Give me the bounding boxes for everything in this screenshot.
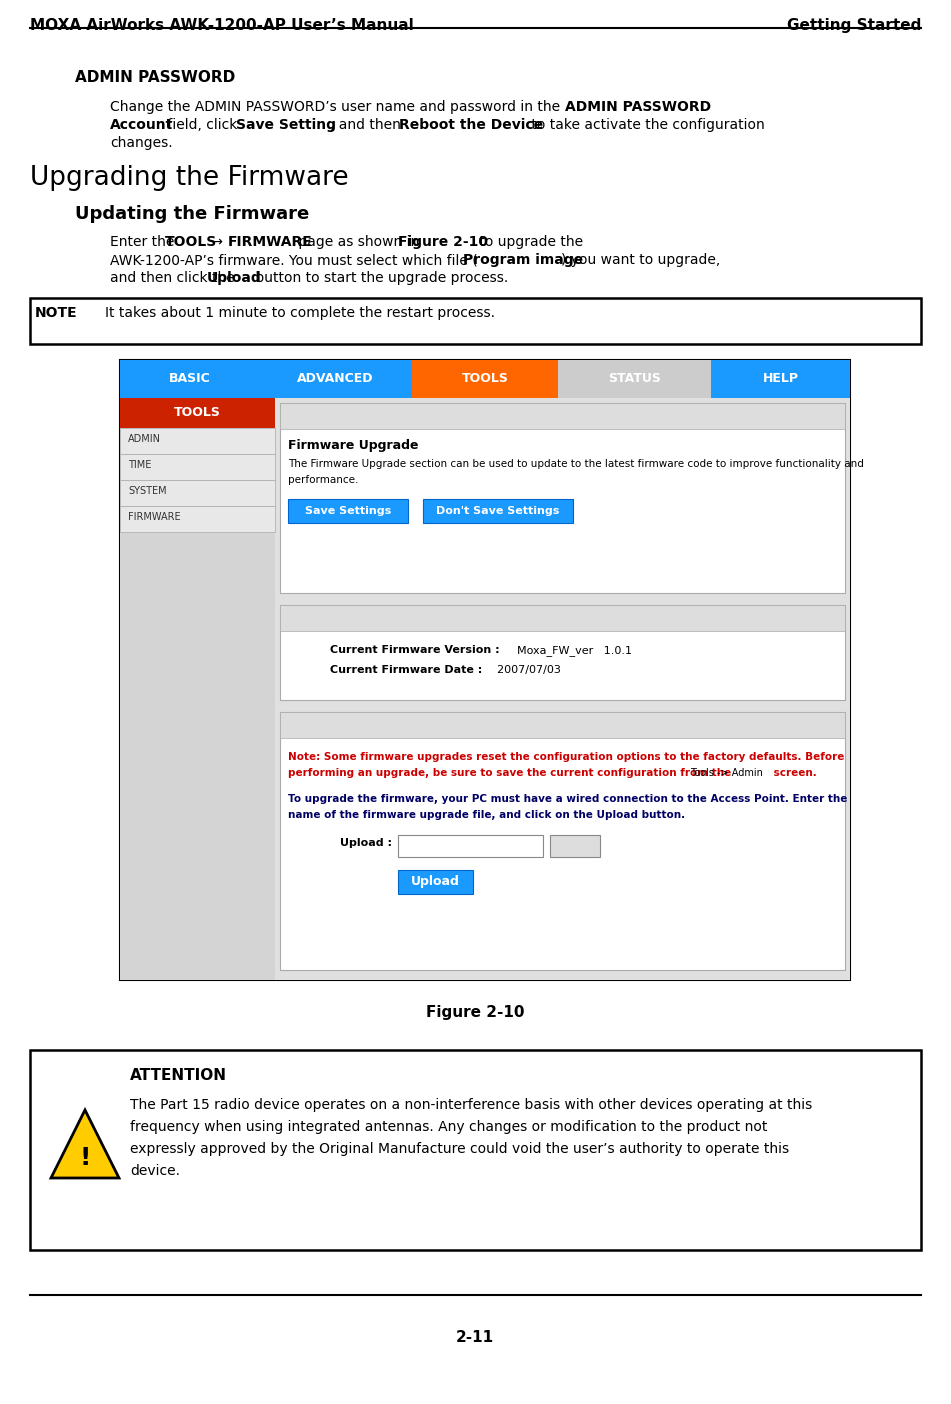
Text: Upload: Upload xyxy=(411,876,459,889)
Text: !: ! xyxy=(79,1146,90,1170)
FancyBboxPatch shape xyxy=(398,835,543,856)
Text: The Part 15 radio device operates on a non-interference basis with other devices: The Part 15 radio device operates on a n… xyxy=(130,1098,812,1112)
Text: Save Setting: Save Setting xyxy=(236,118,336,132)
Text: Current Firmware Date :: Current Firmware Date : xyxy=(330,665,482,675)
Text: name of the firmware upgrade file, and click on the Upload button.: name of the firmware upgrade file, and c… xyxy=(288,810,685,820)
Text: performing an upgrade, be sure to save the current configuration from the: performing an upgrade, be sure to save t… xyxy=(288,768,735,778)
Text: and then click the: and then click the xyxy=(110,271,239,285)
Text: Figure 2-10: Figure 2-10 xyxy=(398,234,488,249)
Text: Updating the Firmware: Updating the Firmware xyxy=(75,205,309,223)
Text: screen.: screen. xyxy=(770,768,817,778)
Polygon shape xyxy=(51,1111,119,1178)
Text: Moxa_FW_ver   1.0.1: Moxa_FW_ver 1.0.1 xyxy=(510,644,632,656)
Text: Enter the: Enter the xyxy=(110,234,179,249)
FancyBboxPatch shape xyxy=(120,359,259,397)
FancyBboxPatch shape xyxy=(412,359,558,397)
Text: ADMIN: ADMIN xyxy=(128,434,161,444)
Text: FIRMWARE: FIRMWARE xyxy=(288,409,356,418)
Text: 浏览...: 浏览... xyxy=(552,840,572,848)
Text: To upgrade the firmware, your PC must have a wired connection to the Access Poin: To upgrade the firmware, your PC must ha… xyxy=(288,795,847,804)
FancyBboxPatch shape xyxy=(120,453,275,480)
Text: FIRMWARE INFORMATION: FIRMWARE INFORMATION xyxy=(288,611,447,621)
Text: frequency when using integrated antennas. Any changes or modification to the pro: frequency when using integrated antennas… xyxy=(130,1120,767,1134)
Text: to upgrade the: to upgrade the xyxy=(475,234,583,249)
Text: →: → xyxy=(207,234,227,249)
Text: SYSTEM: SYSTEM xyxy=(128,486,166,496)
Text: device.: device. xyxy=(130,1164,180,1178)
FancyBboxPatch shape xyxy=(120,397,275,428)
Text: HELP: HELP xyxy=(763,372,799,386)
Text: ADMIN PASSWORD: ADMIN PASSWORD xyxy=(565,100,711,114)
Text: FIRMWARE: FIRMWARE xyxy=(228,234,313,249)
Text: TIME: TIME xyxy=(128,461,151,470)
FancyBboxPatch shape xyxy=(398,870,473,894)
Text: Upload :: Upload : xyxy=(340,838,392,848)
Text: ADVANCED: ADVANCED xyxy=(297,372,374,386)
FancyBboxPatch shape xyxy=(550,835,600,856)
Text: NOTE: NOTE xyxy=(35,306,78,320)
Text: Upgrading the Firmware: Upgrading the Firmware xyxy=(30,166,349,191)
Text: ADMIN PASSWORD: ADMIN PASSWORD xyxy=(75,70,235,86)
FancyBboxPatch shape xyxy=(280,403,845,430)
FancyBboxPatch shape xyxy=(120,359,850,980)
FancyBboxPatch shape xyxy=(423,498,573,524)
FancyBboxPatch shape xyxy=(120,428,275,453)
Text: page as shown in: page as shown in xyxy=(294,234,423,249)
Text: Tools -> Admin: Tools -> Admin xyxy=(690,768,763,778)
Text: button to start the upgrade process.: button to start the upgrade process. xyxy=(251,271,508,285)
Text: TOOLS: TOOLS xyxy=(174,407,221,420)
Text: STATUS: STATUS xyxy=(609,372,661,386)
Text: 2-11: 2-11 xyxy=(456,1330,495,1345)
FancyBboxPatch shape xyxy=(280,605,845,701)
Text: FIRMWARE: FIRMWARE xyxy=(128,512,181,522)
FancyBboxPatch shape xyxy=(280,605,845,630)
FancyBboxPatch shape xyxy=(288,498,408,524)
FancyBboxPatch shape xyxy=(259,359,412,397)
Text: Upload: Upload xyxy=(207,271,262,285)
FancyBboxPatch shape xyxy=(280,712,845,739)
Text: Save Settings: Save Settings xyxy=(305,505,391,517)
Text: Account: Account xyxy=(110,118,173,132)
Text: Current Firmware Version :: Current Firmware Version : xyxy=(330,644,499,656)
FancyBboxPatch shape xyxy=(30,298,921,344)
Text: Program image: Program image xyxy=(463,253,583,267)
Text: FIRMWARE UPGRADE: FIRMWARE UPGRADE xyxy=(288,717,419,729)
Text: BASIC: BASIC xyxy=(168,372,210,386)
Text: TOOLS: TOOLS xyxy=(165,234,217,249)
Text: ) you want to upgrade,: ) you want to upgrade, xyxy=(561,253,720,267)
FancyBboxPatch shape xyxy=(280,403,845,592)
FancyBboxPatch shape xyxy=(120,480,275,505)
Text: It takes about 1 minute to complete the restart process.: It takes about 1 minute to complete the … xyxy=(105,306,495,320)
Text: ATTENTION: ATTENTION xyxy=(130,1068,227,1082)
Text: Reboot the Device: Reboot the Device xyxy=(399,118,543,132)
FancyBboxPatch shape xyxy=(30,1050,921,1250)
Text: Change the ADMIN PASSWORD’s user name and password in the: Change the ADMIN PASSWORD’s user name an… xyxy=(110,100,565,114)
Text: Figure 2-10: Figure 2-10 xyxy=(426,1005,524,1019)
FancyBboxPatch shape xyxy=(280,712,845,970)
FancyBboxPatch shape xyxy=(558,359,711,397)
Text: Note: Some firmware upgrades reset the configuration options to the factory defa: Note: Some firmware upgrades reset the c… xyxy=(288,753,844,762)
Text: changes.: changes. xyxy=(110,136,173,150)
FancyBboxPatch shape xyxy=(120,505,275,532)
Text: MOXA AirWorks AWK-1200-AP User’s Manual: MOXA AirWorks AWK-1200-AP User’s Manual xyxy=(30,18,414,34)
Text: Don't Save Settings: Don't Save Settings xyxy=(437,505,560,517)
Text: Getting Started: Getting Started xyxy=(786,18,921,34)
Text: Firmware Upgrade: Firmware Upgrade xyxy=(288,439,418,452)
FancyBboxPatch shape xyxy=(120,397,275,980)
Text: 2007/07/03: 2007/07/03 xyxy=(490,665,561,675)
Text: AWK-1200-AP’s firmware. You must select which file (: AWK-1200-AP’s firmware. You must select … xyxy=(110,253,477,267)
Text: TOOLS: TOOLS xyxy=(461,372,509,386)
Text: expressly approved by the Original Manufacture could void the user’s authority t: expressly approved by the Original Manuf… xyxy=(130,1141,789,1155)
Text: The Firmware Upgrade section can be used to update to the latest firmware code t: The Firmware Upgrade section can be used… xyxy=(288,459,864,469)
Text: , and then: , and then xyxy=(330,118,405,132)
FancyBboxPatch shape xyxy=(275,397,850,980)
Text: field, click: field, click xyxy=(163,118,242,132)
FancyBboxPatch shape xyxy=(711,359,850,397)
Text: to take activate the configuration: to take activate the configuration xyxy=(527,118,765,132)
Text: performance.: performance. xyxy=(288,475,359,484)
